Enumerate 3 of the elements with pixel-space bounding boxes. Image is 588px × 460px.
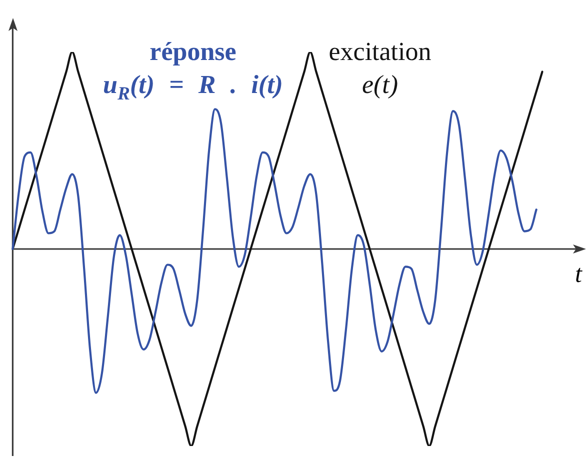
series-label: excitation e(t) — [328, 36, 432, 101]
x-axis-title: t — [575, 261, 582, 289]
text: réponse u$_{R}$(t) = R . i(t) — [103, 37, 283, 105]
